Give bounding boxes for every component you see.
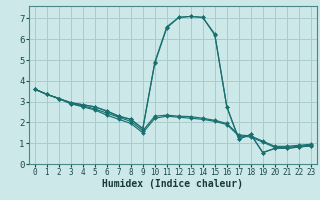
X-axis label: Humidex (Indice chaleur): Humidex (Indice chaleur)	[102, 179, 243, 189]
